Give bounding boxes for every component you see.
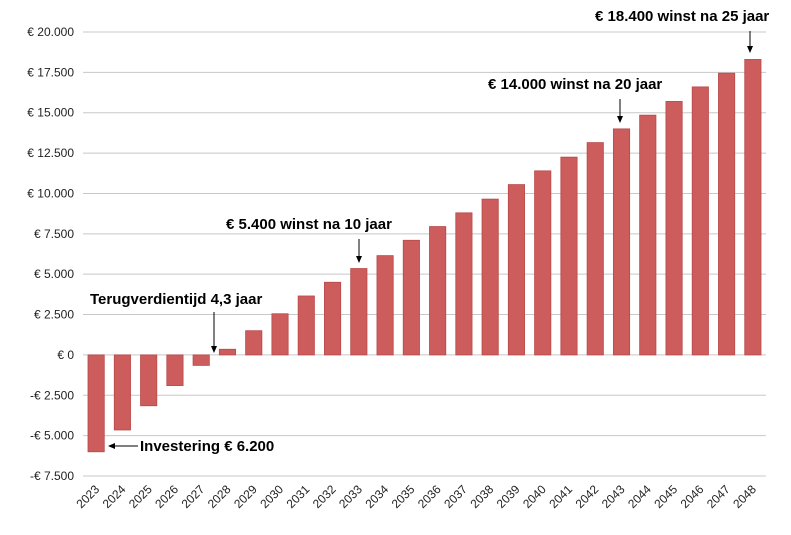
x-tick-label-2030: 2030 (257, 482, 286, 511)
bar-2026 (166, 354, 184, 386)
annotation-25-years-arrowhead (747, 46, 753, 53)
x-tick-label-2041: 2041 (546, 482, 575, 511)
x-tick-label-2040: 2040 (520, 482, 549, 511)
x-tick-label-2028: 2028 (205, 482, 234, 511)
y-tick-label: -€ 7.500 (30, 469, 74, 483)
x-tick-label-2043: 2043 (599, 482, 628, 511)
bar-2045 (665, 101, 683, 356)
annotation-layer: € 18.400 winst na 25 jaar € 14.000 winst… (90, 8, 769, 455)
annotation-10-years-arrowhead (356, 256, 362, 263)
x-tick-label-2047: 2047 (704, 482, 733, 511)
bar-2044 (639, 114, 657, 356)
y-tick-label: € 15.000 (27, 106, 74, 120)
x-tick-label-2038: 2038 (468, 482, 497, 511)
x-tick-label-2031: 2031 (284, 482, 313, 511)
bar-2040 (534, 170, 552, 356)
bar-2028 (218, 348, 237, 356)
bar-2041 (560, 156, 578, 356)
annotation-payback-arrowhead (211, 346, 217, 353)
y-axis-ticks: -€ 7.500 -€ 5.000 -€ 2.500 € 0 € 2.500 € 5.00… (27, 25, 74, 483)
bar-2039 (507, 184, 525, 356)
bar-2023 (87, 354, 105, 453)
bar-2046 (691, 86, 709, 356)
x-tick-label-2023: 2023 (73, 482, 102, 511)
bar-layer (87, 59, 762, 453)
x-tick-label-2029: 2029 (231, 482, 260, 511)
bar-2033 (350, 268, 368, 356)
bar-2030 (271, 313, 289, 356)
x-tick-label-2036: 2036 (415, 482, 444, 511)
y-tick-label: € 5.000 (34, 267, 74, 281)
annotation-10-years-label: € 5.400 winst na 10 jaar (226, 216, 392, 233)
bar-2029 (245, 330, 263, 356)
annotation-payback-label: Terugverdientijd 4,3 jaar (90, 291, 262, 308)
y-tick-label: € 7.500 (34, 227, 74, 241)
annotation-payback: Terugverdientijd 4,3 jaar (90, 291, 262, 353)
annotation-investment: Investering € 6.200 (108, 438, 274, 455)
bar-2024 (113, 354, 131, 431)
grid-layer (83, 31, 766, 477)
bar-2037 (455, 212, 473, 356)
annotation-investment-label: Investering € 6.200 (140, 438, 274, 455)
x-tick-label-2033: 2033 (336, 482, 365, 511)
x-tick-label-2035: 2035 (389, 482, 418, 511)
x-tick-label-2042: 2042 (573, 482, 602, 511)
bar-2042 (586, 142, 604, 356)
y-tick-label: -€ 5.000 (30, 429, 74, 443)
y-tick-label: € 0 (57, 348, 74, 362)
x-tick-label-2045: 2045 (651, 482, 680, 511)
y-tick-label: € 12.500 (27, 146, 74, 160)
x-tick-label-2026: 2026 (152, 482, 181, 511)
bar-2031 (297, 295, 315, 356)
bar-2035 (402, 239, 420, 356)
bar-2027 (192, 354, 210, 366)
x-tick-label-2032: 2032 (310, 482, 339, 511)
annotation-20-years-label: € 14.000 winst na 20 jaar (488, 76, 662, 93)
bar-2038 (481, 198, 499, 356)
y-tick-label: € 17.500 (27, 65, 74, 79)
bar-2043 (612, 128, 631, 356)
x-tick-label-2037: 2037 (441, 482, 470, 511)
x-tick-label-2044: 2044 (625, 482, 654, 511)
annotation-investment-arrowhead (108, 443, 115, 449)
x-tick-label-2039: 2039 (494, 482, 523, 511)
x-tick-label-2048: 2048 (730, 482, 759, 511)
x-tick-label-2025: 2025 (126, 482, 155, 511)
x-tick-label-2046: 2046 (678, 482, 707, 511)
bar-2032 (324, 281, 342, 356)
x-tick-label-2034: 2034 (362, 482, 391, 511)
bar-2048 (744, 59, 762, 356)
y-tick-label: € 20.000 (27, 25, 74, 39)
annotation-10-years: € 5.400 winst na 10 jaar (226, 216, 392, 263)
annotation-25-years-label: € 18.400 winst na 25 jaar (595, 8, 769, 25)
y-tick-label: € 10.000 (27, 186, 74, 200)
bar-2034 (376, 255, 394, 356)
y-tick-label: -€ 2.500 (30, 388, 74, 402)
x-tick-label-2027: 2027 (179, 482, 208, 511)
annotation-20-years: € 14.000 winst na 20 jaar (488, 76, 662, 123)
annotation-20-years-arrowhead (617, 116, 623, 123)
annotation-25-years: € 18.400 winst na 25 jaar (595, 8, 769, 53)
y-tick-label: € 2.500 (34, 308, 74, 322)
bar-2025 (140, 354, 158, 407)
bar-2036 (429, 226, 447, 356)
x-axis-ticks: 2023202420252026202720282029203020312032… (73, 482, 759, 511)
bar-2047 (718, 72, 736, 356)
x-tick-label-2024: 2024 (100, 482, 129, 511)
